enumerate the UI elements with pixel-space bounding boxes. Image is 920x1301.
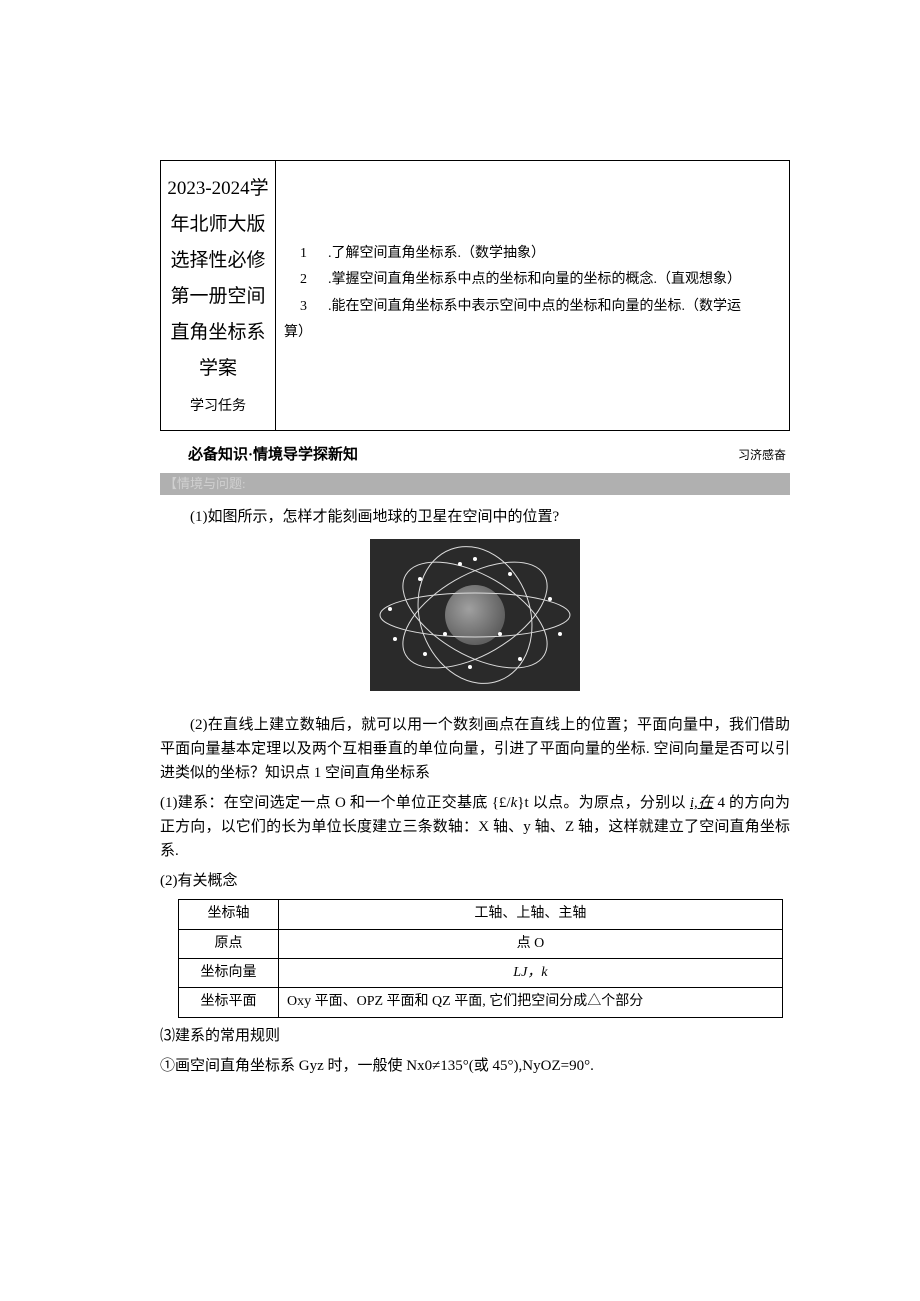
build-1: (1)建系：在空间选定一点 O 和一个单位正交基底 {£/k}t 以点。为原点，… bbox=[160, 791, 790, 863]
cell-origin-label: 原点 bbox=[179, 929, 279, 958]
cell-origin-value: 点 O bbox=[279, 929, 783, 958]
cell-vector-value: LJ，k bbox=[279, 958, 783, 987]
cell-plane-label: 坐标平面 bbox=[179, 988, 279, 1017]
section-note: 习济感奋 bbox=[738, 446, 786, 465]
objective-1: 1 .了解空间直角坐标系.（数学抽象） bbox=[284, 243, 781, 265]
rule-3-1: ①画空间直角坐标系 Gyz 时，一般使 Nx0≠135°(或 45°),NyOZ… bbox=[160, 1054, 790, 1078]
cell-vector-label: 坐标向量 bbox=[179, 958, 279, 987]
objective-3-tail: 算） bbox=[284, 322, 781, 344]
objective-3: 3 .能在空间直角坐标系中表示空间中点的坐标和向量的坐标.（数学运 bbox=[284, 296, 781, 318]
build-2: (2)有关概念 bbox=[160, 869, 790, 893]
table-row: 坐标平面 Oxy 平面、OPZ 平面和 QZ 平面, 它们把空间分成△个部分 bbox=[179, 988, 783, 1017]
header-right-cell: 1 .了解空间直角坐标系.（数学抽象） 2 .掌握空间直角坐标系中点的坐标和向量… bbox=[276, 161, 790, 431]
section-header: 必备知识·情境导学探新知 习济感奋 bbox=[160, 443, 790, 467]
table-row: 坐标轴 工轴、上轴、主轴 bbox=[179, 900, 783, 929]
table-row: 坐标向量 LJ，k bbox=[179, 958, 783, 987]
header-table: 2023-2024学年北师大版选择性必修第一册空间直角坐标系学案 学习任务 1 … bbox=[160, 160, 790, 431]
earth-image bbox=[160, 539, 790, 699]
context-bar-label: 【情境与问题: bbox=[164, 474, 246, 495]
rule-3: ⑶建系的常用规则 bbox=[160, 1024, 790, 1048]
cell-axis-value: 工轴、上轴、主轴 bbox=[279, 900, 783, 929]
earth-orbits-icon bbox=[370, 539, 580, 691]
concept-table: 坐标轴 工轴、上轴、主轴 原点 点 O 坐标向量 LJ，k 坐标平面 Oxy 平… bbox=[178, 899, 783, 1018]
objective-2: 2 .掌握空间直角坐标系中点的坐标和向量的坐标的概念.（直观想象） bbox=[284, 269, 781, 291]
lesson-title: 2023-2024学年北师大版选择性必修第一册空间直角坐标系学案 bbox=[167, 178, 268, 379]
table-row: 原点 点 O bbox=[179, 929, 783, 958]
question-1: (1)如图所示，怎样才能刻画地球的卫星在空间中的位置? bbox=[160, 505, 790, 529]
question-2: (2)在直线上建立数轴后，就可以用一个数刻画点在直线上的位置；平面向量中，我们借… bbox=[160, 713, 790, 785]
context-bar: 【情境与问题: bbox=[160, 473, 790, 495]
cell-plane-value: Oxy 平面、OPZ 平面和 QZ 平面, 它们把空间分成△个部分 bbox=[279, 988, 783, 1017]
learning-task-label: 学习任务 bbox=[165, 394, 271, 421]
cell-axis-label: 坐标轴 bbox=[179, 900, 279, 929]
header-left-cell: 2023-2024学年北师大版选择性必修第一册空间直角坐标系学案 学习任务 bbox=[161, 161, 276, 431]
section-title: 必备知识·情境导学探新知 bbox=[188, 443, 358, 467]
